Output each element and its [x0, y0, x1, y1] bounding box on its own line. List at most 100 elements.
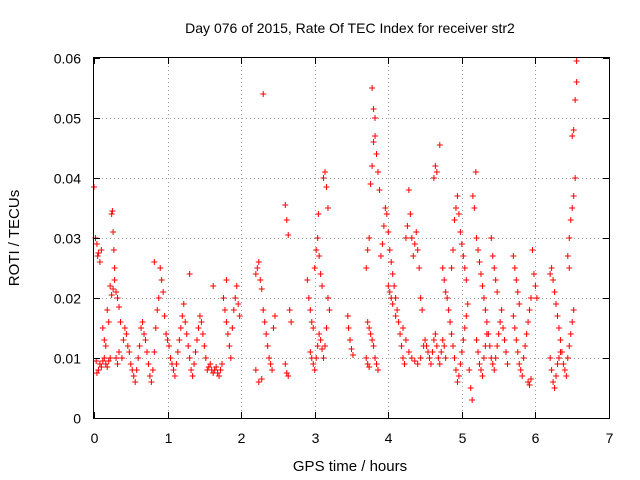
- data-point-plus-marker: [514, 349, 521, 355]
- data-point-plus-marker: [104, 364, 111, 370]
- data-point-plus-marker: [436, 142, 443, 148]
- data-point-plus-marker: [569, 133, 576, 139]
- data-point-plus-marker: [411, 241, 418, 247]
- data-point-plus-marker: [180, 301, 187, 307]
- data-point-plus-marker: [494, 289, 501, 295]
- y-tick-label: 0.05: [54, 111, 81, 127]
- data-point-plus-marker: [151, 349, 158, 355]
- data-point-plus-marker: [99, 325, 106, 331]
- data-point-plus-marker: [557, 349, 564, 355]
- data-point-plus-marker: [310, 361, 317, 367]
- data-point-plus-marker: [516, 361, 523, 367]
- data-point-plus-marker: [263, 331, 270, 337]
- data-point-plus-marker: [264, 343, 271, 349]
- data-point-plus-marker: [111, 277, 118, 283]
- data-point-plus-marker: [419, 307, 426, 313]
- data-point-plus-marker: [433, 169, 440, 175]
- data-point-plus-marker: [164, 337, 171, 343]
- data-point-plus-marker: [216, 373, 223, 379]
- data-point-plus-marker: [369, 85, 376, 91]
- data-point-plus-marker: [461, 325, 468, 331]
- data-point-plus-marker: [311, 367, 318, 373]
- data-point-plus-marker: [182, 319, 189, 325]
- data-point-plus-marker: [432, 331, 439, 337]
- data-point-plus-marker: [199, 331, 206, 337]
- data-point-plus-marker: [372, 133, 379, 139]
- data-point-plus-marker: [566, 265, 573, 271]
- data-point-plus-marker: [525, 319, 532, 325]
- data-point-plus-marker: [154, 307, 161, 313]
- data-point-plus-marker: [410, 253, 417, 259]
- data-point-plus-marker: [143, 349, 150, 355]
- data-point-plus-marker: [220, 295, 227, 301]
- data-point-plus-marker: [221, 307, 228, 313]
- data-point-plus-marker: [307, 307, 314, 313]
- data-point-plus-marker: [469, 397, 476, 403]
- x-tick-label: 4: [385, 430, 393, 446]
- data-point-plus-marker: [511, 265, 518, 271]
- data-point-plus-marker: [476, 259, 483, 265]
- data-point-plus-marker: [405, 349, 412, 355]
- data-point-plus-marker: [217, 367, 224, 373]
- data-point-plus-marker: [523, 331, 530, 337]
- data-point-plus-marker: [550, 379, 557, 385]
- axis-ticks: [94, 58, 610, 419]
- data-point-plus-marker: [389, 301, 396, 307]
- data-point-plus-marker: [113, 355, 120, 361]
- data-point-plus-marker: [483, 319, 490, 325]
- data-point-plus-marker: [482, 307, 489, 313]
- data-point-plus-marker: [367, 331, 374, 337]
- data-point-plus-marker: [551, 289, 558, 295]
- data-point-plus-marker: [572, 175, 579, 181]
- y-axis-tick-labels: 0 0.01 0.02 0.03 0.04 0.05 0.06: [54, 51, 81, 427]
- data-point-plus-marker: [349, 352, 356, 358]
- data-point-plus-marker: [504, 361, 511, 367]
- data-point-plus-marker: [305, 295, 312, 301]
- data-point-plus-marker: [138, 325, 145, 331]
- y-tick-label: 0.03: [54, 231, 81, 247]
- data-point-plus-marker: [260, 307, 267, 313]
- data-point-plus-marker: [285, 373, 292, 379]
- data-point-plus-marker: [283, 217, 290, 223]
- data-point-plus-marker: [570, 193, 577, 199]
- data-point-plus-marker: [270, 325, 277, 331]
- data-point-plus-marker: [326, 307, 333, 313]
- data-point-plus-marker: [170, 367, 177, 373]
- data-point-plus-marker: [370, 139, 377, 145]
- data-point-plus-marker: [317, 337, 324, 343]
- data-point-plus-marker: [363, 265, 370, 271]
- data-point-plus-marker: [554, 313, 561, 319]
- data-point-plus-marker: [489, 361, 496, 367]
- data-point-plus-marker: [136, 343, 143, 349]
- data-point-plus-marker: [236, 313, 243, 319]
- data-point-plus-marker: [414, 247, 421, 253]
- data-point-plus-marker: [397, 331, 404, 337]
- data-point-plus-marker: [99, 358, 106, 364]
- data-point-plus-marker: [438, 349, 445, 355]
- data-point-plus-marker: [454, 193, 461, 199]
- data-point-plus-marker: [430, 175, 437, 181]
- data-point-plus-marker: [373, 361, 380, 367]
- data-point-plus-marker: [402, 235, 409, 241]
- data-point-plus-marker: [553, 301, 560, 307]
- data-point-plus-marker: [109, 208, 116, 214]
- data-point-plus-marker: [383, 211, 390, 217]
- data-point-plus-marker: [252, 367, 259, 373]
- data-point-plus-marker: [451, 217, 458, 223]
- data-point-plus-marker: [145, 361, 152, 367]
- data-point-plus-marker: [407, 211, 414, 217]
- data-point-plus-marker: [498, 307, 505, 313]
- data-point-plus-marker: [348, 346, 355, 352]
- data-point-plus-marker: [347, 337, 354, 343]
- data-point-plus-marker: [408, 355, 415, 361]
- data-point-plus-marker: [223, 277, 230, 283]
- data-point-plus-marker: [124, 343, 131, 349]
- data-point-plus-marker: [224, 331, 231, 337]
- data-point-plus-marker: [286, 307, 293, 313]
- data-point-plus-marker: [163, 331, 170, 337]
- x-tick-label: 6: [532, 430, 540, 446]
- data-point-plus-marker: [439, 337, 446, 343]
- data-point-plus-marker: [367, 181, 374, 187]
- data-point-plus-marker: [497, 319, 504, 325]
- data-point-plus-marker: [260, 91, 267, 97]
